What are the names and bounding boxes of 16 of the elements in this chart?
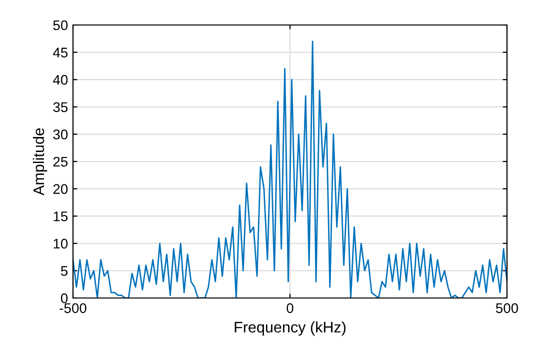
y-tick-label: 50 xyxy=(53,20,68,30)
y-axis-title: Amplitude xyxy=(32,128,48,196)
x-tick-label: 0 xyxy=(286,303,294,314)
y-tick-label: 20 xyxy=(53,184,68,194)
y-tick-label: 45 xyxy=(53,48,68,58)
y-tick-label: 35 xyxy=(53,102,68,112)
x-tick-label: -500 xyxy=(60,303,86,314)
y-tick-label: 0 xyxy=(60,293,68,304)
x-axis-title: Frequency (kHz) xyxy=(234,321,346,336)
y-tick-label: 15 xyxy=(54,212,68,222)
x-tick-label: 500 xyxy=(496,303,518,314)
y-tick-label: 25 xyxy=(53,156,68,167)
y-tick-label: 10 xyxy=(54,238,68,249)
y-tick-label: 40 xyxy=(53,74,68,85)
y-tick-label: 5 xyxy=(60,266,68,276)
y-tick-label: 30 xyxy=(53,130,68,140)
